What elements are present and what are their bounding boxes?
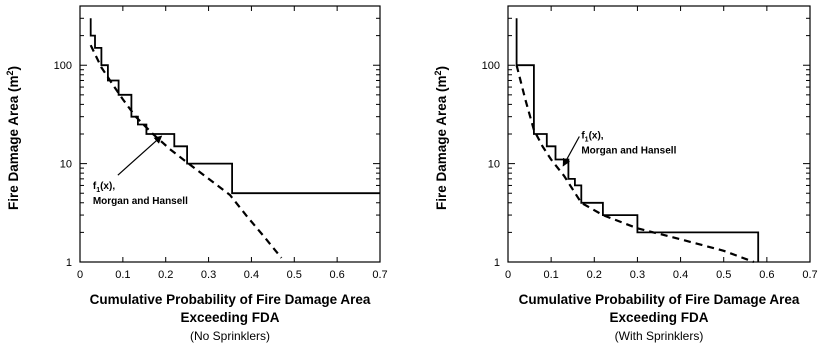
fit-curve-dashed (515, 64, 755, 264)
data-step-line (515, 18, 760, 262)
x-tick-label: 0.3 (201, 269, 216, 281)
x-tick-label: 0.6 (329, 269, 344, 281)
x-axis-title-line1: Cumulative Probability of Fire Damage Ar… (90, 292, 371, 307)
y-tick-label: 10 (488, 159, 500, 171)
x-tick-label: 0.4 (244, 269, 259, 281)
x-tick-label: 0.1 (115, 269, 130, 281)
x-axis-title-line2: Exceeding FDA (609, 310, 708, 325)
x-tick-label: 0.6 (759, 269, 774, 281)
x-axis-title-line1: Cumulative Probability of Fire Damage Ar… (519, 292, 800, 307)
y-tick-label: 100 (482, 60, 500, 72)
x-axis-title-line2: Exceeding FDA (180, 310, 279, 325)
annotation-arrow (117, 135, 163, 176)
chart-panel-2: 0 0.1 0.2 0.3 0.4 0.5 0.6 0.7 1 10 100 f1(x), Morgan… (433, 5, 818, 343)
y-tick-label: 100 (54, 60, 72, 72)
x-tick-label: 0.2 (587, 269, 602, 281)
annotation-source: Morgan and Hansell (93, 196, 188, 207)
x-tick-label: 0.1 (543, 269, 558, 281)
data-step-line (89, 18, 380, 195)
x-tick-label: 0 (505, 269, 511, 281)
x-tick-label: 0 (77, 269, 83, 281)
chart-subtitle: (With Sprinklers) (615, 329, 704, 343)
x-tick-label: 0.7 (802, 269, 817, 281)
chart-subtitle: (No Sprinklers) (190, 329, 270, 343)
fit-curve-dashed (89, 44, 283, 259)
x-tick-label: 0.2 (158, 269, 173, 281)
x-tick-label: 0.7 (372, 269, 387, 281)
annotation-source: Morgan and Hansell (581, 146, 676, 157)
y-tick-label: 1 (494, 257, 500, 269)
annotation-function: f1(x), (581, 131, 603, 144)
y-tick-label: 10 (60, 159, 72, 171)
x-tick-label: 0.5 (716, 269, 731, 281)
x-tick-label: 0.5 (287, 269, 302, 281)
plot-frame (507, 5, 811, 263)
x-tick-label: 0.3 (630, 269, 645, 281)
annotation-function: f1(x), (93, 181, 115, 194)
x-tick-label: 0.4 (673, 269, 688, 281)
annotation-arrow (562, 136, 580, 167)
plot-frame (79, 5, 381, 263)
y-tick-label: 1 (66, 257, 72, 269)
chart-panel-1: 0 0.1 0.2 0.3 0.4 0.5 0.6 0.7 1 10 100 f1(x), Morgan… (5, 5, 388, 343)
y-axis-title: Fire Damage Area (m2) (5, 66, 21, 210)
y-axis-title: Fire Damage Area (m2) (433, 66, 449, 210)
